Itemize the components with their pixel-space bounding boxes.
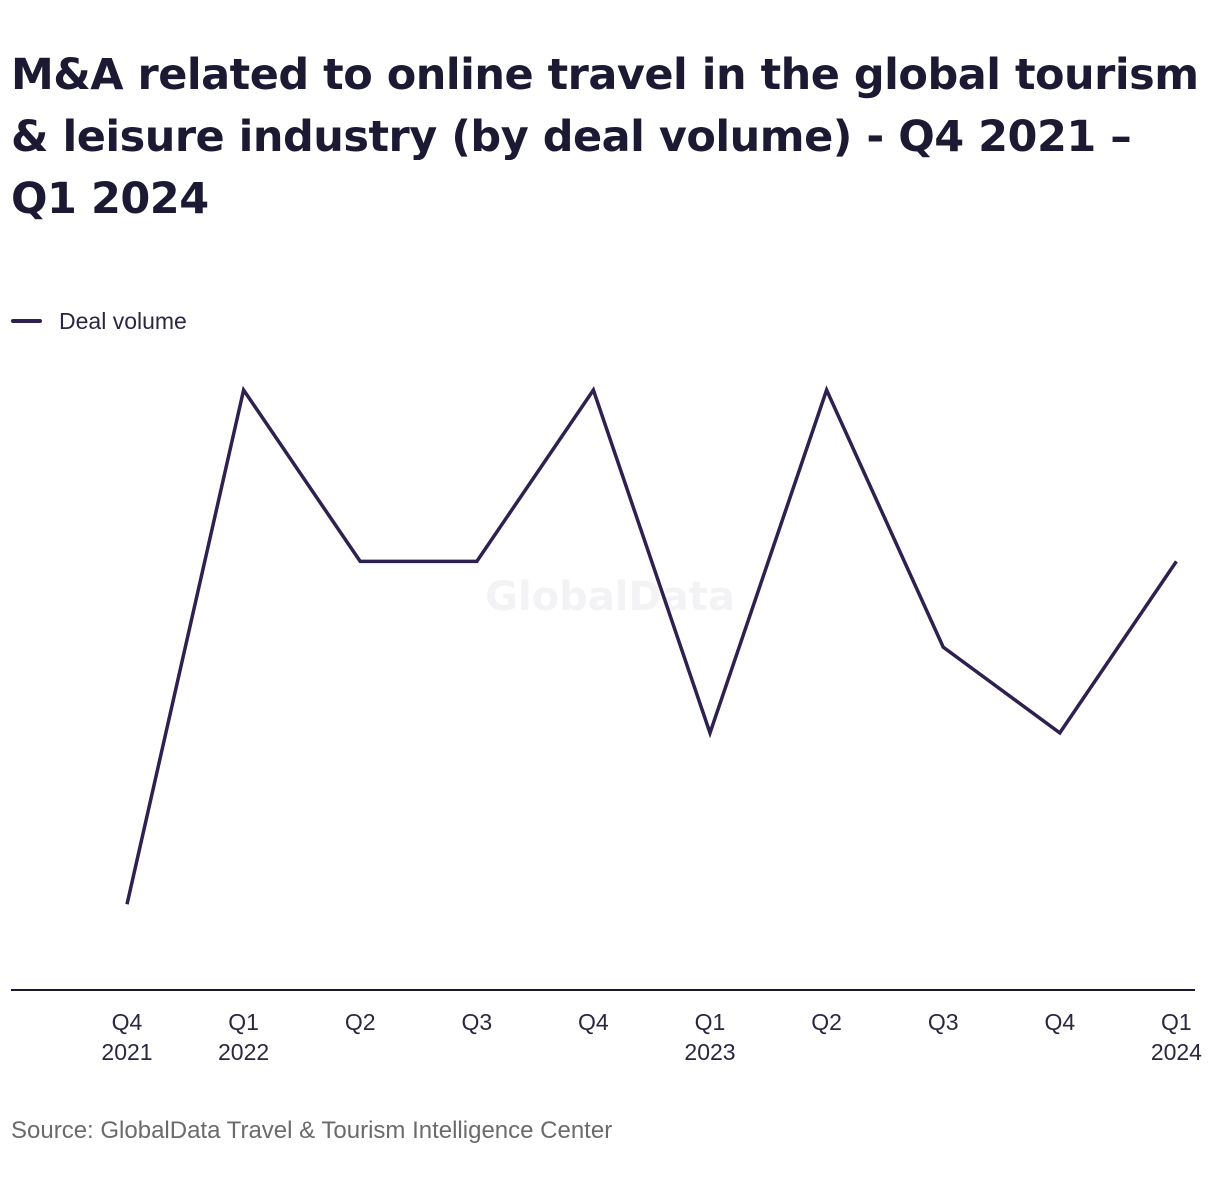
data-point xyxy=(941,645,945,649)
data-point xyxy=(825,388,829,392)
x-tick-label: Q4 xyxy=(578,1009,609,1035)
data-point xyxy=(358,559,362,563)
legend-swatch xyxy=(11,319,42,323)
data-point xyxy=(242,388,246,392)
data-point xyxy=(1174,559,1178,563)
x-tick-label: Q4 2021 xyxy=(101,1009,152,1065)
x-axis-ticks: Q4 2021 Q1 2022 Q2 Q3 Q4 Q1 2023 Q2 Q3 Q4 Q1 2024 xyxy=(101,1009,1202,1065)
data-point xyxy=(591,388,595,392)
x-tick-label: Q2 xyxy=(345,1009,376,1035)
data-point xyxy=(1058,731,1062,735)
x-tick-label: Q3 xyxy=(928,1009,959,1035)
x-tick-label: Q2 xyxy=(811,1009,842,1035)
series-line-deal-volume xyxy=(125,385,1178,905)
x-tick-label: Q1 2023 xyxy=(684,1009,735,1065)
data-points xyxy=(125,388,1178,906)
source-note: Source: GlobalData Travel & Tourism Inte… xyxy=(11,1117,613,1144)
chart-title: M&A related to online travel in the glob… xyxy=(11,50,1199,224)
legend-label-deal-volume: Deal volume xyxy=(59,307,187,334)
x-tick-label: Q1 2024 xyxy=(1151,1009,1202,1065)
x-tick-label: Q4 xyxy=(1044,1009,1075,1035)
x-tick-label: Q3 xyxy=(461,1009,492,1035)
x-tick-label: Q1 2022 xyxy=(218,1009,269,1065)
watermark-text: GlobalData xyxy=(485,574,735,620)
data-point xyxy=(125,902,129,906)
legend: Deal volume xyxy=(11,306,187,336)
data-point xyxy=(708,731,712,735)
data-point xyxy=(475,559,479,563)
